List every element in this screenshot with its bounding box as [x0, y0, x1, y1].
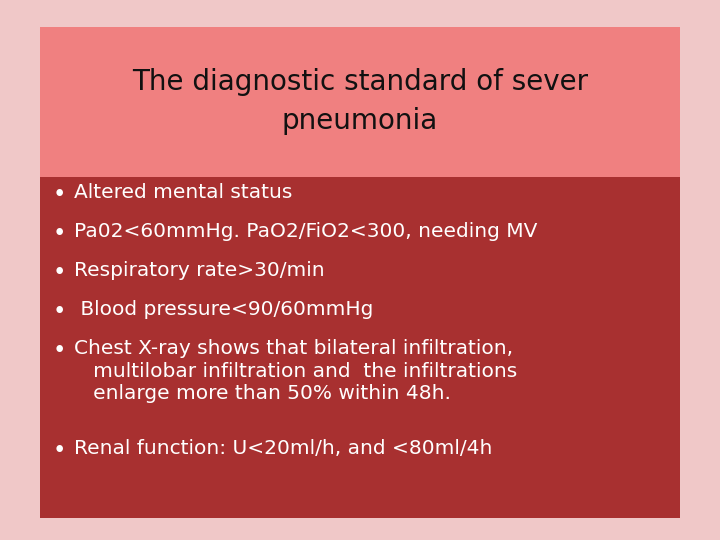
Text: Altered mental status: Altered mental status — [74, 184, 292, 202]
Text: Chest X-ray shows that bilateral infiltration,
   multilobar infiltration and  t: Chest X-ray shows that bilateral infiltr… — [74, 339, 518, 403]
FancyBboxPatch shape — [40, 27, 680, 177]
Text: Renal function: U<20ml/h, and <80ml/4h: Renal function: U<20ml/h, and <80ml/4h — [74, 439, 492, 458]
FancyBboxPatch shape — [40, 177, 680, 518]
Text: Blood pressure<90/60mmHg: Blood pressure<90/60mmHg — [74, 300, 374, 319]
Text: The diagnostic standard of sever
pneumonia: The diagnostic standard of sever pneumon… — [132, 69, 588, 136]
Text: •: • — [53, 222, 66, 245]
Text: •: • — [53, 261, 66, 284]
Text: •: • — [53, 300, 66, 323]
Text: Respiratory rate>30/min: Respiratory rate>30/min — [74, 261, 325, 280]
Text: Pa02<60mmHg. PaO2/FiO2<300, needing MV: Pa02<60mmHg. PaO2/FiO2<300, needing MV — [74, 222, 538, 241]
Text: •: • — [53, 439, 66, 462]
Text: •: • — [53, 184, 66, 206]
Text: •: • — [53, 339, 66, 362]
